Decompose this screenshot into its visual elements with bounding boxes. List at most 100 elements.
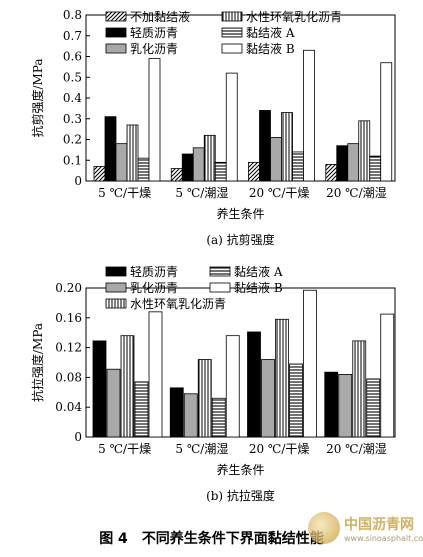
bar xyxy=(225,72,238,182)
y-tick-label: 0.08 xyxy=(55,370,82,384)
x-tick-label: 20 ℃/潮湿 xyxy=(326,185,387,200)
bar xyxy=(289,363,303,438)
bar xyxy=(192,147,205,182)
legend-label: 轻质沥青 xyxy=(130,265,178,279)
bar xyxy=(106,368,121,438)
bar xyxy=(270,137,282,182)
bar xyxy=(137,157,150,182)
y-tick-label: 0.1 xyxy=(63,153,82,167)
bar xyxy=(380,313,395,438)
legend-swatch xyxy=(209,282,231,293)
plot-frame xyxy=(85,287,396,438)
bar xyxy=(259,110,271,182)
bar xyxy=(181,153,194,182)
bar xyxy=(134,381,149,438)
y-tick-label: 0.7 xyxy=(63,29,82,43)
legend-label: 不加黏结液 xyxy=(130,9,190,24)
legend-swatch xyxy=(105,27,127,38)
legend-swatch xyxy=(105,282,127,293)
legend-label: 水性环氧乳化沥青 xyxy=(130,297,226,311)
y-tick-label: 0.16 xyxy=(55,311,82,325)
subcaption: (b) 抗拉强度 xyxy=(206,488,275,503)
bar xyxy=(336,145,349,182)
x-tick-label: 20 ℃/干燥 xyxy=(249,442,310,456)
legend-label: 乳化沥青 xyxy=(130,42,178,56)
subcaption: (a) 抗剪强度 xyxy=(206,232,274,247)
y-tick-label: 0.04 xyxy=(55,400,82,414)
y-tick-label: 0.20 xyxy=(55,281,82,295)
y-tick-label: 0.2 xyxy=(63,133,82,147)
y-tick-label: 0.5 xyxy=(63,70,82,84)
bar xyxy=(225,335,240,438)
x-tick-label: 5 ℃/干燥 xyxy=(98,442,151,456)
bar xyxy=(292,151,304,182)
bar xyxy=(358,120,371,182)
bar xyxy=(248,161,260,182)
tensile-strength-chart: 0 0.04 0.08 0.12 0.16 0.20 抗拉强度/MPa 5 ℃/干燥 5 ℃/潮… xyxy=(30,264,396,503)
bar xyxy=(120,335,135,438)
bar xyxy=(338,374,353,438)
legend-label: 黏结液 A xyxy=(246,25,295,40)
bar xyxy=(183,393,198,438)
bar xyxy=(92,340,107,438)
legend-swatch xyxy=(221,27,243,38)
legend-swatch xyxy=(105,11,127,22)
legend-swatch xyxy=(105,298,127,309)
legend-label: 轻质沥青 xyxy=(130,26,178,40)
watermark-logo-icon xyxy=(308,512,340,544)
legend-label: 黏结液 A xyxy=(234,264,283,279)
x-axis-label: 养生条件 xyxy=(216,206,264,221)
figure-caption: 图 4 不同养生条件下界面黏结性能 xyxy=(0,528,423,548)
watermark-url: www.sinoasphalt.com xyxy=(344,534,423,543)
legend-swatch xyxy=(105,266,127,277)
legend-swatch xyxy=(209,266,231,277)
bar xyxy=(303,289,317,438)
bar xyxy=(126,124,139,182)
bar xyxy=(203,134,216,182)
y-axis-label: 抗拉强度/MPa xyxy=(30,323,45,402)
bar xyxy=(197,359,212,438)
bar xyxy=(148,58,161,182)
x-tick-label: 20 ℃/潮湿 xyxy=(326,441,387,456)
bar xyxy=(352,340,367,438)
figure-number: 图 4 xyxy=(99,531,128,547)
legend-label: 黏结液 B xyxy=(246,41,295,56)
bar xyxy=(93,166,106,182)
legend-swatch xyxy=(221,43,243,54)
bar xyxy=(380,62,393,182)
bar xyxy=(261,359,275,438)
bar xyxy=(324,371,339,438)
bar xyxy=(366,378,381,438)
bar xyxy=(148,311,163,438)
y-tick-label: 0.12 xyxy=(55,341,82,355)
shear-strength-chart: 0 0.1 0.2 0.3 0.4 0.5 0.6 0.7 0.8 抗剪强度/MPa 5 ℃/干燥 5… xyxy=(30,8,396,247)
x-tick-label: 5 ℃/潮湿 xyxy=(175,185,228,200)
y-axis-label: 抗剪强度/MPa xyxy=(30,58,45,137)
bar xyxy=(211,397,226,438)
bar xyxy=(115,143,128,182)
y-tick-label: 0 xyxy=(74,430,82,444)
y-tick-label: 0.3 xyxy=(63,112,82,126)
x-tick-label: 20 ℃/干燥 xyxy=(249,186,310,200)
bar xyxy=(347,143,360,182)
figure-title: 不同养生条件下界面黏结性能 xyxy=(141,531,324,547)
x-tick-label: 5 ℃/干燥 xyxy=(98,186,151,200)
x-tick-label: 5 ℃/潮湿 xyxy=(175,441,228,456)
y-tick-label: 0.6 xyxy=(63,50,82,64)
bar xyxy=(214,161,227,182)
bar xyxy=(169,387,184,438)
bar xyxy=(104,116,117,182)
legend-label: 乳化沥青 xyxy=(130,281,178,295)
bar xyxy=(281,112,293,182)
bar xyxy=(247,331,261,438)
legend-swatch xyxy=(105,43,127,54)
bar xyxy=(303,49,315,182)
y-tick-label: 0 xyxy=(74,174,82,188)
y-tick-label: 0.4 xyxy=(63,91,82,105)
x-axis-label: 养生条件 xyxy=(216,462,264,477)
legend-label: 水性环氧乳化沥青 xyxy=(246,10,342,24)
bar xyxy=(170,168,183,182)
bar xyxy=(325,163,338,182)
y-tick-label: 0.8 xyxy=(63,8,82,22)
